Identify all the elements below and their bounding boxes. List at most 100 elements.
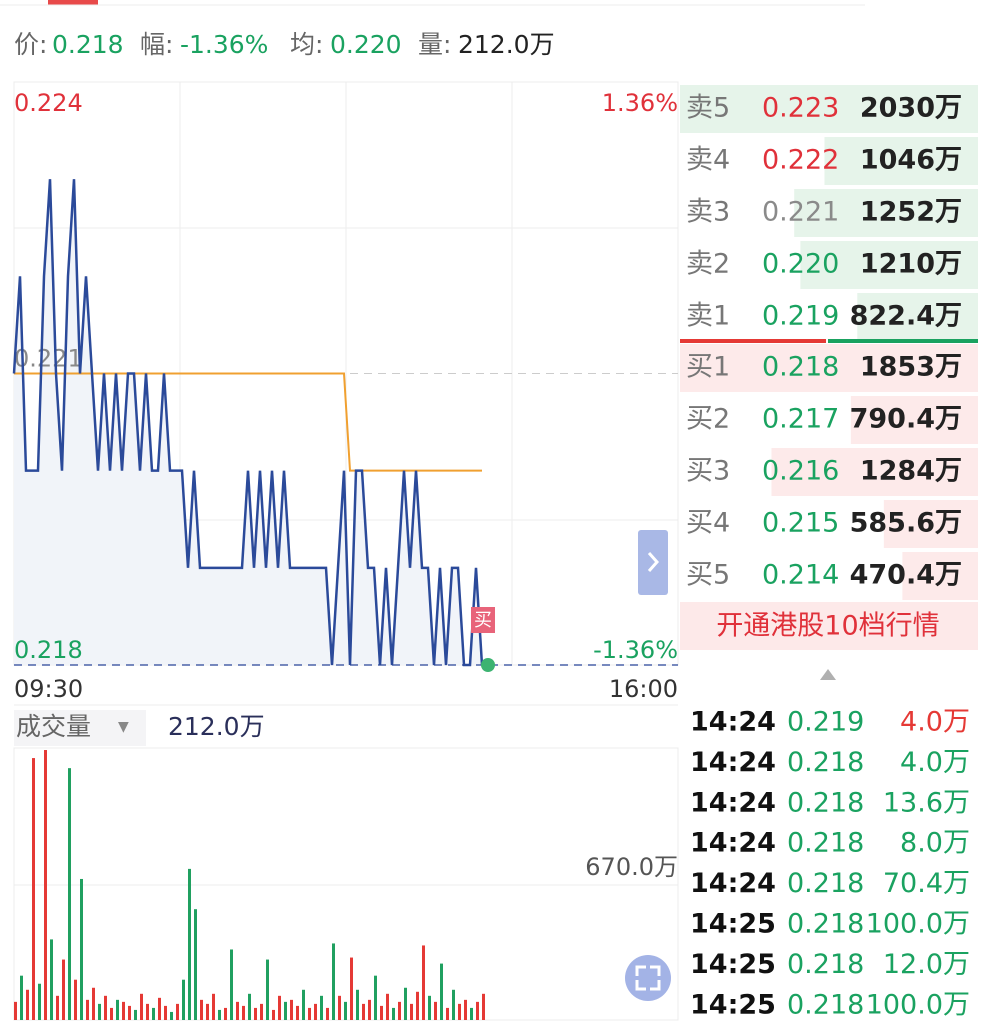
volume-bar (308, 1007, 311, 1020)
volume-bar (188, 868, 191, 1020)
volume-bar (128, 1005, 131, 1020)
upgrade-banner-bg[interactable] (680, 602, 978, 650)
volume-bar (392, 1007, 395, 1020)
dropdown-icon[interactable]: ▼ (118, 719, 129, 735)
volume-bar (320, 995, 323, 1020)
depth-bar (824, 137, 978, 185)
trade-volume: 4.0万 (900, 747, 970, 778)
level-volume: 1252万 (860, 197, 962, 228)
volume-bar (446, 1007, 449, 1020)
upgrade-banner[interactable]: 开通港股10档行情 (716, 611, 939, 642)
volume-bar (470, 1007, 473, 1020)
volume-bar (266, 959, 269, 1020)
trade-price: 0.218 (787, 747, 864, 778)
volume-bar (116, 999, 119, 1020)
volume-bar (434, 1001, 437, 1020)
depth-bar (680, 344, 978, 392)
level-price: 0.218 (762, 352, 839, 383)
volume-bar (398, 1001, 401, 1020)
volume-bar (74, 979, 77, 1020)
volume-bar (104, 995, 107, 1020)
volume-bar (278, 995, 281, 1020)
volume-bar (200, 999, 203, 1020)
level-price: 0.217 (762, 404, 839, 435)
info-value: 0.218 (52, 30, 124, 59)
volume-bar (344, 1001, 347, 1020)
level-price: 0.214 (762, 560, 839, 591)
volume-bar (110, 1007, 113, 1020)
trade-volume: 12.0万 (883, 949, 970, 980)
volume-selector[interactable] (14, 710, 146, 746)
volume-bar (326, 1007, 329, 1020)
volume-bar (362, 1003, 365, 1020)
volume-bar (314, 1003, 317, 1020)
trade-volume: 13.6万 (883, 787, 970, 818)
volume-bar (14, 1001, 17, 1020)
collapse-icon[interactable] (820, 669, 836, 680)
volume-bar (404, 987, 407, 1020)
volume-bar (338, 995, 341, 1020)
level-label: 买4 (686, 508, 730, 539)
trade-time: 14:24 (690, 868, 776, 899)
trade-time: 14:25 (690, 949, 776, 980)
volume-bar (458, 1003, 461, 1020)
level-volume: 790.4万 (850, 404, 962, 435)
trade-price: 0.218 (787, 828, 864, 859)
volume-bar (176, 1003, 179, 1020)
level-label: 卖1 (686, 301, 730, 332)
trade-time: 14:24 (690, 787, 776, 818)
volume-bar (428, 995, 431, 1020)
depth-bar (794, 189, 978, 237)
volume-bar (44, 750, 47, 1020)
level-price: 0.221 (762, 197, 839, 228)
volume-bar (290, 999, 293, 1020)
y-tick-label: 670.0万 (585, 853, 678, 881)
volume-bar (68, 768, 71, 1020)
volume-bar (92, 987, 95, 1020)
buy-marker: 买 (474, 610, 492, 631)
fullscreen-icon (635, 965, 661, 991)
level-label: 卖2 (686, 249, 730, 280)
current-dot (481, 658, 495, 672)
info-value: 212.0万 (458, 30, 555, 59)
fullscreen-button[interactable] (625, 955, 671, 1001)
level-volume: 470.4万 (850, 560, 962, 591)
volume-bar (368, 999, 371, 1020)
depth-bar (902, 552, 978, 600)
expand-button[interactable] (638, 530, 668, 595)
volume-bar (86, 999, 89, 1020)
depth-bar (680, 85, 978, 133)
trade-volume: 100.0万 (866, 909, 970, 940)
volume-bar (38, 983, 41, 1020)
volume-bar (482, 993, 485, 1020)
trade-price: 0.218 (787, 989, 864, 1020)
level-price: 0.220 (762, 249, 839, 280)
level-label: 买3 (686, 456, 730, 487)
price-area (14, 179, 482, 665)
level-volume: 1853万 (860, 352, 962, 383)
level-label: 卖3 (686, 197, 730, 228)
level-label: 买1 (686, 352, 730, 383)
volume-bar (98, 1003, 101, 1020)
trade-price: 0.219 (787, 707, 864, 738)
volume-bar (32, 758, 35, 1020)
level-price: 0.216 (762, 456, 839, 487)
trade-time: 14:25 (690, 909, 776, 940)
volume-bar (158, 997, 161, 1020)
volume-bar (296, 1005, 299, 1020)
level-price: 0.222 (762, 145, 839, 176)
level-volume: 585.6万 (850, 508, 962, 539)
buy-marker-bg (471, 607, 495, 633)
volume-bar (440, 963, 443, 1020)
volume-bar (464, 999, 467, 1020)
info-label: 量: (418, 30, 451, 59)
volume-bar (236, 1001, 239, 1020)
depth-bar (850, 396, 978, 444)
level-label: 买5 (686, 560, 730, 591)
level-label: 卖5 (686, 93, 730, 124)
level-label: 买2 (686, 404, 730, 435)
trade-volume: 100.0万 (866, 989, 970, 1020)
level-price: 0.223 (762, 93, 839, 124)
volume-total: 212.0万 (168, 712, 265, 741)
